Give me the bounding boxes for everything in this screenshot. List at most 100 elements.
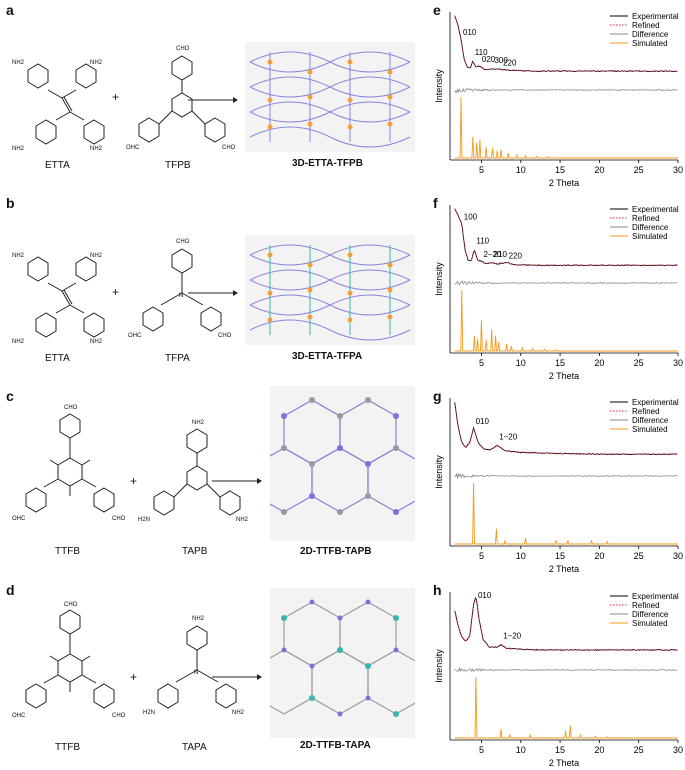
simulated-line [454, 96, 678, 159]
scheme-row-c: CHO OHC CHO TTFB + NH2 H2N NH2 TAPB [0, 386, 440, 576]
x-tick-label: 10 [516, 165, 526, 175]
monomer-name-etta: ETTA [45, 353, 70, 364]
x-tick-label: 30 [673, 551, 683, 561]
tapb-group-3: NH2 [236, 517, 249, 523]
svg-text:N: N [179, 293, 183, 299]
x-axis-label: 2 Theta [549, 564, 579, 574]
tapb-structure [153, 428, 241, 516]
legend-label: Difference [632, 416, 669, 425]
etta-structure [27, 63, 105, 145]
scheme-row-a: NH2 NH2 NH2 NH2 ETTA + CHO OHC CHO TFPB [0, 0, 440, 190]
x-tick-label: 20 [594, 358, 604, 368]
peak-label: 1−20 [503, 632, 522, 641]
ttfb-group-1: CHO [64, 405, 78, 411]
peak-label: 2−20 [483, 250, 502, 259]
framework-3d-net [249, 51, 411, 148]
tfpb-group-2: OHC [126, 145, 140, 151]
peak-label: 110 [476, 237, 489, 246]
panel-letter-f: f [433, 195, 438, 211]
product-name-3d-etta-tfpa: 3D-ETTA-TFPA [292, 351, 363, 362]
tfpb-group-1: CHO [176, 46, 190, 52]
etta-group-1: NH2 [12, 253, 25, 259]
tfpa-structure: N [142, 248, 222, 332]
ttfb-structure [25, 609, 115, 709]
scheme-row-b: NH2 NH2 NH2 NH2 ETTA + N CHO OHC CHO TFP… [0, 193, 440, 383]
legend-label: Simulated [632, 232, 668, 241]
peak-label: 100 [464, 213, 478, 222]
panel-letter-d: d [6, 582, 15, 598]
difference-line [454, 666, 678, 673]
peak-label: 020 [482, 55, 496, 64]
simulated-line [454, 289, 678, 352]
y-axis-label: Intensity [434, 262, 444, 296]
panel-letter-a: a [6, 2, 14, 18]
x-tick-label: 5 [479, 745, 484, 755]
refined-line [454, 401, 678, 455]
tfpb-group-3: CHO [222, 145, 236, 151]
framework-image-2d-ttfb-tapa [270, 588, 415, 738]
peak-label: 010 [463, 28, 477, 37]
monomer-name-etta: ETTA [45, 160, 70, 171]
etta-group-3: NH2 [12, 146, 25, 152]
framework-image-2d-ttfb-tapb [270, 386, 415, 541]
pxrd-chart-h: 5 10 15 20 25 30 2 Theta Intensity 010 1−20 Experi… [434, 591, 683, 768]
reaction-arrow [188, 97, 238, 103]
tapa-group-2: H2N [143, 710, 156, 716]
tapa-structure: N [157, 625, 237, 709]
legend-label: Simulated [632, 619, 668, 628]
simulated-line [454, 482, 678, 545]
x-tick-label: 15 [555, 358, 565, 368]
x-tick-label: 30 [673, 165, 683, 175]
etta-group-4: NH2 [90, 339, 103, 345]
ttfb-structure [25, 413, 115, 513]
legend-label: Refined [632, 601, 660, 610]
tapa-group-1: NH2 [192, 616, 205, 622]
monomer-name-ttfb: TTFB [55, 742, 80, 753]
x-axis-label: 2 Theta [549, 371, 579, 381]
product-name-3d-etta-tfpb: 3D-ETTA-TFPB [292, 158, 363, 169]
scheme-row-d: CHO OHC CHO TTFB + N NH2 H2N NH2 TAPA [0, 580, 440, 770]
x-tick-label: 5 [479, 551, 484, 561]
tfpa-group-1: CHO [176, 239, 190, 245]
legend-label: Experimental [632, 398, 679, 407]
peak-label: 220 [503, 58, 517, 67]
framework-3d-net [249, 244, 411, 341]
pxrd-chart-f: 5 10 15 20 25 30 2 Theta Intensity 100 110 2−20210… [434, 205, 683, 381]
x-tick-label: 20 [594, 745, 604, 755]
x-tick-label: 20 [594, 551, 604, 561]
pxrd-chart-g: 5 10 15 20 25 30 2 Theta Intensity 010 1−20 Experi… [434, 398, 683, 574]
peak-label: 210 [494, 250, 508, 259]
x-tick-label: 30 [673, 358, 683, 368]
experimental-line [454, 208, 678, 267]
panel-letter-g: g [433, 388, 442, 404]
legend-label: Refined [632, 407, 660, 416]
legend-label: Experimental [632, 12, 679, 21]
y-axis-label: Intensity [434, 649, 444, 683]
x-axis-label: 2 Theta [549, 758, 579, 768]
x-tick-label: 5 [479, 165, 484, 175]
peak-label: 220 [509, 251, 523, 260]
legend-label: Difference [632, 223, 669, 232]
simulated-line [454, 676, 678, 739]
etta-group-4: NH2 [90, 146, 103, 152]
x-tick-label: 25 [634, 165, 644, 175]
tapb-group-2: H2N [138, 517, 151, 523]
legend-label: Refined [632, 21, 660, 30]
panel-letter-b: b [6, 195, 15, 211]
monomer-name-tfpa: TFPA [165, 353, 190, 364]
legend-label: Refined [632, 214, 660, 223]
legend-label: Difference [632, 610, 669, 619]
ttfb-group-1: CHO [64, 602, 78, 608]
tfpa-group-2: OHC [128, 333, 142, 339]
difference-line [454, 87, 678, 94]
tfpb-structure [138, 55, 226, 143]
panel-letter-h: h [433, 582, 442, 598]
tapb-group-1: NH2 [192, 420, 205, 426]
x-tick-label: 25 [634, 551, 644, 561]
reaction-arrow [212, 478, 262, 484]
peak-label: 010 [476, 417, 490, 426]
peak-label: 010 [478, 591, 492, 600]
etta-group-1: NH2 [12, 60, 25, 66]
peak-label: 300 [494, 56, 508, 65]
